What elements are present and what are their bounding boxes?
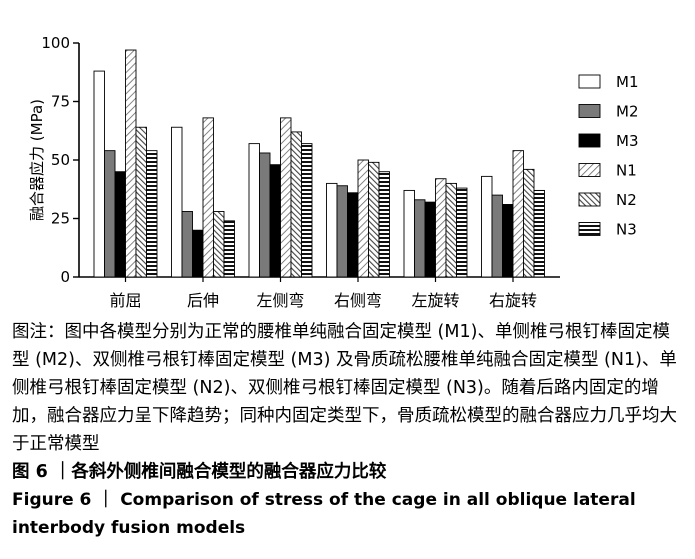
legend-label-N3: N3 [616,221,637,239]
bar-N2-0 [135,126,147,278]
x-category-label: 右旋转 [489,291,537,310]
bar-M3-0 [114,171,126,278]
bar-M2-2 [259,152,271,278]
legend-swatch-N3 [578,222,601,236]
bar-N2-1 [213,211,225,278]
y-tick-label: 0 [60,268,70,286]
y-tick-label: 50 [51,151,70,169]
legend-swatch-M3 [578,133,601,148]
legend-label-M3: M3 [616,132,639,150]
bar-N1-0 [125,49,137,278]
bar-N3-3 [378,171,390,278]
bar-M2-0 [104,150,116,278]
bar-N1-5 [512,150,524,278]
bar-M2-4 [414,199,426,278]
legend-label-M1: M1 [616,73,639,91]
x-category-label: 左旋转 [411,291,459,310]
bar-N1-2 [280,117,292,278]
bar-M3-5 [502,204,514,278]
bar-N1-4 [435,178,447,278]
bar-M3-1 [192,229,204,278]
bar-M1-0 [93,70,105,278]
x-category-label: 左侧弯 [256,291,304,310]
bar-M3-3 [347,192,359,278]
bar-N1-1 [202,117,214,278]
bar-N2-3 [368,161,380,278]
bar-N3-5 [533,189,545,278]
bar-M1-3 [326,182,338,278]
legend-swatch-N1 [578,163,601,177]
bar-M1-2 [248,143,260,278]
bar-N3-0 [146,150,158,278]
bar-M2-3 [336,185,348,278]
bar-N2-5 [523,168,535,278]
figure-title-en: Figure 6 ｜ Comparison of stress of the c… [12,490,636,538]
bar-M3-4 [424,201,436,278]
legend: M1 M2 M3 N1 N2 N3 [578,73,639,239]
y-tick-label: 25 [51,210,70,228]
x-category-label: 后伸 [187,291,219,310]
bar-N2-4 [445,182,457,278]
legend-swatch-M1 [578,74,601,89]
axes [73,42,560,282]
bar-N3-2 [301,143,313,278]
legend-label-N1: N1 [616,162,637,180]
x-category-label: 右侧弯 [334,291,382,310]
bar-N3-1 [223,220,235,278]
bar-M2-1 [181,211,193,278]
bar-M2-5 [491,194,503,278]
bars [93,49,545,278]
bar-M3-2 [269,164,281,278]
y-axis-label: 融合器应力 (MPa) [28,99,46,221]
bar-M1-4 [403,189,415,278]
bar-N3-4 [456,187,468,278]
legend-swatch-M2 [578,104,601,118]
figure-title-cn: 图 6 ｜各斜外侧椎间融合模型的融合器应力比较 [12,462,387,482]
bar-N1-3 [357,159,369,278]
labels: 0 25 50 75 100 融合器应力 (MPa) 前屈 后伸 左侧弯 右侧弯 左旋转 右旋转 [28,34,537,310]
y-tick-label: 75 [51,93,70,111]
bar-M1-5 [481,175,493,278]
bar-M1-1 [171,126,183,278]
bar-N2-2 [290,131,302,278]
legend-label-N2: N2 [616,191,637,209]
figure-note: 图注：图中各模型分别为正常的腰椎单纯融合固定模型 (M1)、单侧椎弓根钉棒固定模… [12,322,677,454]
legend-swatch-N2 [578,192,601,207]
bar-chart: 0 25 50 75 100 融合器应力 (MPa) 前屈 后伸 左侧弯 右侧弯 左旋转 右旋转 M1… [28,34,639,310]
legend-label-M2: M2 [616,103,639,121]
x-category-label: 前屈 [109,291,141,310]
y-tick-label: 100 [41,34,70,52]
